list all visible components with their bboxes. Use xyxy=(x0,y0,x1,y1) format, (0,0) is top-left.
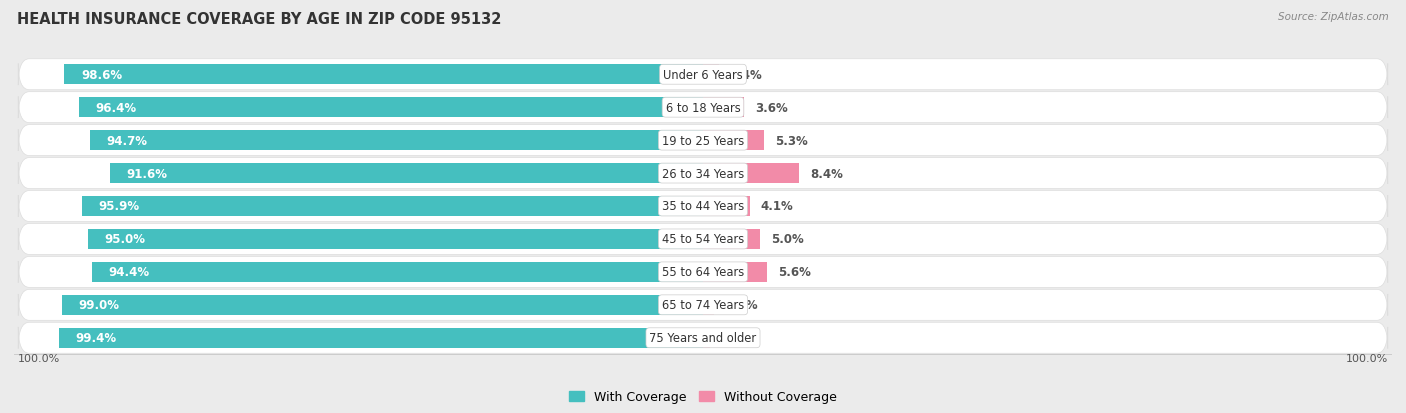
Text: 8.4%: 8.4% xyxy=(810,167,844,180)
Bar xyxy=(110,164,703,184)
Text: 94.4%: 94.4% xyxy=(108,266,149,279)
Text: 94.7%: 94.7% xyxy=(107,134,148,147)
Text: 26 to 34 Years: 26 to 34 Years xyxy=(662,167,744,180)
Text: 1.4%: 1.4% xyxy=(730,69,763,81)
Bar xyxy=(703,328,710,348)
Text: 4.1%: 4.1% xyxy=(761,200,793,213)
Bar xyxy=(703,229,761,249)
Legend: With Coverage, Without Coverage: With Coverage, Without Coverage xyxy=(564,385,842,408)
Text: 5.6%: 5.6% xyxy=(778,266,811,279)
FancyBboxPatch shape xyxy=(18,290,1388,320)
Bar xyxy=(703,164,799,184)
Text: 45 to 54 Years: 45 to 54 Years xyxy=(662,233,744,246)
Bar xyxy=(82,196,703,217)
Text: Source: ZipAtlas.com: Source: ZipAtlas.com xyxy=(1278,12,1389,22)
FancyBboxPatch shape xyxy=(18,59,1388,90)
FancyBboxPatch shape xyxy=(18,158,1388,189)
Text: 100.0%: 100.0% xyxy=(1346,354,1388,363)
Text: 5.0%: 5.0% xyxy=(772,233,804,246)
Bar xyxy=(703,131,763,151)
Text: 35 to 44 Years: 35 to 44 Years xyxy=(662,200,744,213)
Text: 100.0%: 100.0% xyxy=(18,354,60,363)
Text: HEALTH INSURANCE COVERAGE BY AGE IN ZIP CODE 95132: HEALTH INSURANCE COVERAGE BY AGE IN ZIP … xyxy=(17,12,502,27)
Bar xyxy=(62,295,703,315)
Bar xyxy=(87,229,703,249)
Text: 3.6%: 3.6% xyxy=(755,102,787,114)
Bar xyxy=(703,262,768,282)
Text: 91.6%: 91.6% xyxy=(127,167,167,180)
Text: 96.4%: 96.4% xyxy=(96,102,136,114)
Text: Under 6 Years: Under 6 Years xyxy=(664,69,742,81)
Bar xyxy=(91,262,703,282)
Bar xyxy=(703,196,749,217)
Bar xyxy=(59,328,703,348)
Text: 99.0%: 99.0% xyxy=(79,299,120,311)
Text: 19 to 25 Years: 19 to 25 Years xyxy=(662,134,744,147)
FancyBboxPatch shape xyxy=(18,125,1388,156)
Text: 55 to 64 Years: 55 to 64 Years xyxy=(662,266,744,279)
Bar xyxy=(79,98,703,118)
Bar xyxy=(703,65,718,85)
Text: 98.6%: 98.6% xyxy=(82,69,122,81)
Text: 1.0%: 1.0% xyxy=(725,299,758,311)
Bar xyxy=(703,295,714,315)
FancyBboxPatch shape xyxy=(18,93,1388,123)
Text: 0.6%: 0.6% xyxy=(721,332,754,344)
Text: 6 to 18 Years: 6 to 18 Years xyxy=(665,102,741,114)
Bar xyxy=(90,131,703,151)
FancyBboxPatch shape xyxy=(18,224,1388,255)
FancyBboxPatch shape xyxy=(18,191,1388,222)
Bar xyxy=(65,65,703,85)
Text: 95.9%: 95.9% xyxy=(98,200,139,213)
FancyBboxPatch shape xyxy=(18,257,1388,288)
FancyBboxPatch shape xyxy=(18,323,1388,354)
Text: 5.3%: 5.3% xyxy=(775,134,807,147)
Text: 75 Years and older: 75 Years and older xyxy=(650,332,756,344)
Bar xyxy=(703,98,744,118)
Text: 99.4%: 99.4% xyxy=(76,332,117,344)
Text: 65 to 74 Years: 65 to 74 Years xyxy=(662,299,744,311)
Text: 95.0%: 95.0% xyxy=(104,233,145,246)
